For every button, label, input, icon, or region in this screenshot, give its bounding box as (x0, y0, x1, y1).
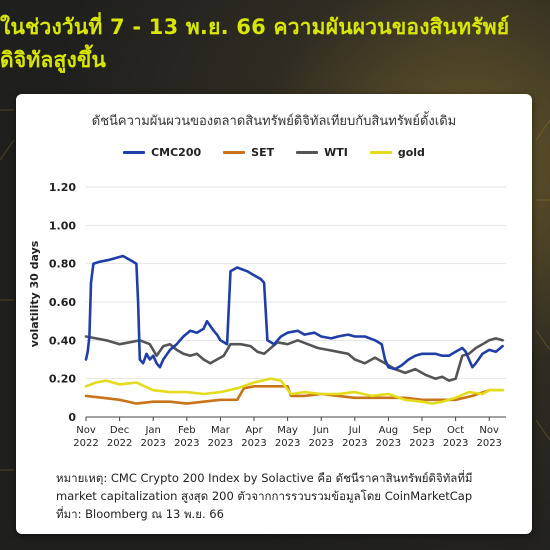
legend-label-cmc200: CMC200 (151, 146, 202, 159)
x-tick-label-year: 2023 (308, 438, 333, 449)
legend-label-set: SET (251, 146, 275, 159)
y-tick-label: 0.20 (49, 373, 76, 386)
legend-label-wti: WTI (324, 146, 348, 159)
legend-item-set: SET (223, 146, 274, 159)
x-tick-label-year: 2023 (476, 438, 501, 449)
y-tick-label: 1.20 (49, 181, 76, 194)
x-tick-label-month: Sep (413, 425, 432, 436)
x-tick-label-month: Oct (447, 425, 464, 436)
legend-label-gold: gold (397, 146, 425, 159)
x-tick-label-year: 2023 (241, 438, 266, 449)
x-tick-label-year: 2023 (443, 438, 468, 449)
footnote: หมายเหตุ: CMC Crypto 200 Index by Solact… (56, 469, 516, 523)
x-tick-label-year: 2023 (275, 438, 300, 449)
page-title: ในช่วงวันที่ 7 - 13 พ.ย. 66 ความผันผวนขอ… (0, 14, 510, 72)
legend-item-gold: gold (369, 146, 425, 159)
series-line-wti (84, 335, 504, 382)
legend-swatch-set (223, 151, 246, 154)
y-tick-label: 0 (68, 411, 76, 424)
x-tick-label-month: Mar (211, 425, 231, 436)
x-tick-label-month: Jan (144, 425, 160, 436)
x-tick-label-year: 2023 (376, 438, 401, 449)
x-tick-label-year: 2022 (73, 438, 98, 449)
series-line-cmc200 (84, 254, 504, 371)
x-tick-label-month: May (277, 425, 298, 436)
legend-item-cmc200: CMC200 (123, 146, 201, 159)
footnote-line-1: หมายเหตุ: CMC Crypto 200 Index by Solact… (56, 471, 473, 485)
footnote-line-2: market capitalization สูงสุด 200 ตัวจากก… (56, 489, 473, 503)
x-tick-label-year: 2023 (140, 438, 165, 449)
x-tick-label-year: 2023 (208, 438, 233, 449)
x-tick-label-month: Dec (110, 425, 129, 436)
legend-swatch-wti (296, 151, 319, 154)
chart: 0 0.20 0.40 0.60 0.80 1.00 1.20 volatility 30 d… (28, 181, 506, 449)
y-axis-label: volatility 30 days (28, 240, 41, 347)
y-tick-label: 0.40 (49, 334, 76, 347)
legend-item-wti: WTI (296, 146, 348, 159)
x-tick-label-month: Apr (245, 425, 263, 436)
x-tick-label-year: 2022 (107, 438, 132, 449)
source-line: ที่มา: Bloomberg ณ 13 พ.ย. 66 (56, 507, 224, 521)
legend-swatch-gold (369, 151, 392, 154)
y-tick-label: 0.80 (49, 258, 76, 271)
legend-swatch-cmc200 (123, 151, 146, 154)
x-tick-label-month: Nov (76, 425, 96, 436)
x-tick-label-year: 2023 (409, 438, 434, 449)
x-tick-label-year: 2023 (342, 438, 367, 449)
y-tick-label: 0.60 (49, 296, 76, 309)
x-tick-label-month: Feb (178, 425, 196, 436)
chart-legend: CMC200 SET WTI gold (16, 146, 532, 159)
x-tick-label-month: Aug (379, 425, 399, 436)
x-tick-label-month: Nov (479, 425, 499, 436)
series-line-gold (84, 377, 504, 405)
x-tick-label-year: 2023 (174, 438, 199, 449)
x-tick-label-month: Jul (348, 425, 361, 436)
x-tick-label-month: Jun (312, 425, 329, 436)
chart-title: ดัชนีความผันผวนของตลาดสินทรัพย์ดิจิทัลเท… (91, 114, 457, 129)
header: ในช่วงวันที่ 7 - 13 พ.ย. 66 ความผันผวนขอ… (0, 0, 550, 95)
chart-card: 0 0.20 0.40 0.60 0.80 1.00 1.20 volatility 30 d… (16, 94, 532, 534)
y-tick-label: 1.00 (49, 219, 76, 232)
